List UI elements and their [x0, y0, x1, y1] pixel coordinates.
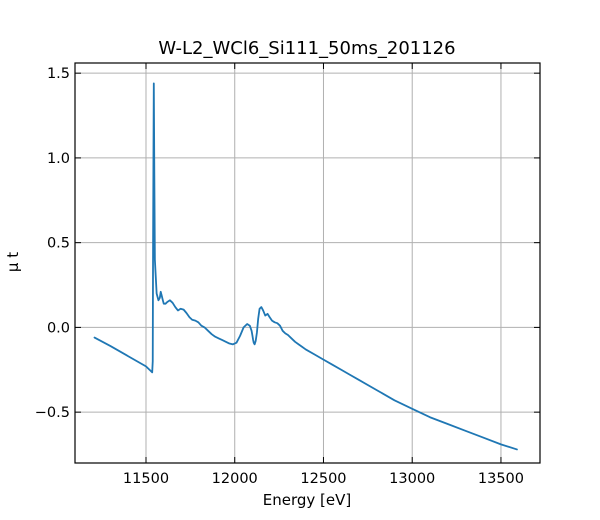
y-tick-label: 1.0: [47, 151, 70, 167]
y-tick-label: 0.5: [47, 236, 70, 252]
chart-title: W-L2_WCl6_Si111_50ms_201126: [158, 38, 455, 59]
y-tick-label: 1.5: [47, 66, 70, 82]
x-axis-ticks: 11500 12000 12500 13000 13500: [123, 63, 524, 487]
x-tick-label: 12000: [212, 471, 258, 487]
y-tick-label: −0.5: [35, 405, 70, 421]
x-axis-label: Energy [eV]: [263, 491, 351, 509]
x-tick-label: 12500: [300, 471, 346, 487]
plot-frame: [74, 62, 541, 464]
y-tick-label: 0.0: [47, 320, 70, 336]
series-layer: [93, 82, 518, 451]
series-line: [93, 82, 518, 451]
grid: [75, 63, 540, 463]
x-tick-label: 13000: [389, 471, 435, 487]
x-tick-label: 13500: [478, 471, 524, 487]
y-axis-label: μ t: [4, 252, 22, 272]
y-axis-ticks: −0.5 0.0 0.5 1.0 1.5: [35, 66, 540, 421]
x-tick-label: 11500: [123, 471, 169, 487]
